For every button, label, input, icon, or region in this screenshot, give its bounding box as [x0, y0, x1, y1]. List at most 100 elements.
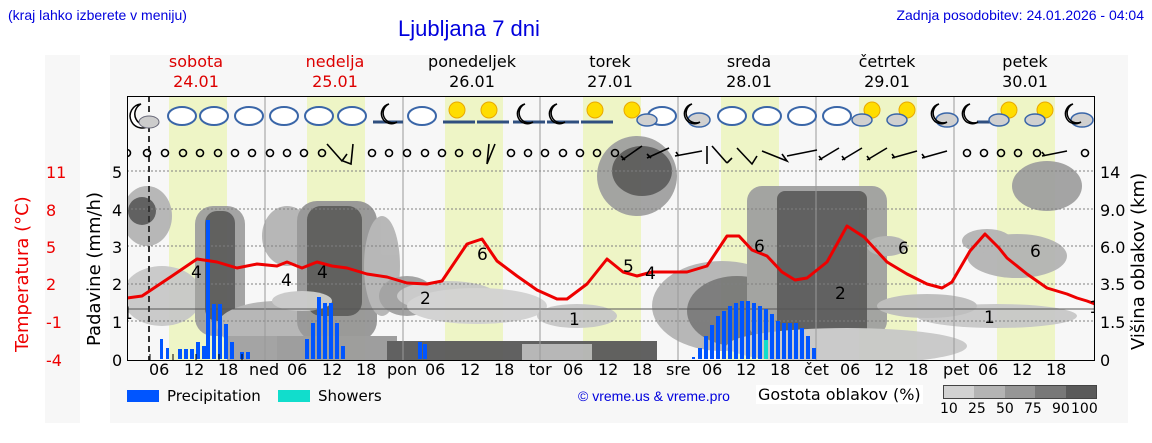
x-tick: pet — [943, 360, 970, 379]
x-tick: 06 — [978, 360, 999, 379]
legend-showers: Showers — [278, 387, 382, 405]
x-tick: 12 — [1012, 360, 1033, 379]
showers-swatch — [278, 390, 310, 402]
legend-precipitation: Precipitation — [127, 387, 261, 405]
x-axis-ticks — [149, 354, 243, 361]
copyright-link[interactable]: © vreme.us & vreme.pro — [578, 388, 730, 404]
day-header-4: sreda 28.01 — [726, 52, 772, 91]
cloud-tick: 1.5 — [1100, 313, 1126, 332]
x-tick: 12 — [184, 360, 205, 379]
x-tick: 18 — [632, 360, 653, 379]
weather-icon-row — [129, 101, 1094, 129]
temp-tick: 8 — [46, 201, 57, 220]
precipitation-swatch — [127, 390, 159, 402]
svg-text:4: 4 — [317, 263, 328, 283]
precip-tick: 2 — [112, 275, 123, 294]
x-tick: 06 — [563, 360, 584, 379]
x-tick: ned — [249, 360, 280, 379]
precip-tick: 5 — [112, 163, 123, 182]
svg-text:6: 6 — [1030, 242, 1041, 262]
x-tick: 06 — [149, 360, 170, 379]
density-tick: 10 — [940, 401, 958, 417]
day-headers: sobota 24.01 nedelja 25.01 ponedeljek 26.01… — [0, 52, 1152, 94]
cloud-density-scale — [943, 385, 1097, 399]
x-tick: 06 — [702, 360, 723, 379]
svg-text:4: 4 — [645, 264, 656, 284]
svg-text:5: 5 — [623, 257, 634, 277]
day-header-6: petek 30.01 — [1002, 52, 1048, 91]
x-tick: 06 — [425, 360, 446, 379]
day-header-3: torek 27.01 — [587, 52, 633, 91]
x-tick: 12 — [874, 360, 895, 379]
page-title: Ljubljana 7 dni — [398, 16, 540, 41]
x-tick: tor — [529, 360, 552, 379]
cloud-density-label: Gostota oblakov (%) — [756, 385, 923, 404]
density-tick: 90 — [1052, 401, 1070, 417]
density-tick: 100 — [1071, 401, 1098, 417]
temp-tick: 11 — [46, 163, 67, 182]
legend-showers-label: Showers — [318, 387, 382, 405]
precip-tick: 4 — [112, 201, 123, 220]
temp-tick: 5 — [46, 238, 57, 257]
svg-text:1: 1 — [1089, 298, 1095, 318]
svg-text:6: 6 — [898, 239, 909, 259]
svg-text:6: 6 — [754, 237, 765, 257]
night-icon — [129, 103, 160, 129]
density-tick: 50 — [996, 401, 1014, 417]
precip-tick: 3 — [112, 238, 123, 257]
svg-text:1: 1 — [127, 304, 133, 324]
forecast-plot: 4 4 4 2 6 1 5 4 6 2 6 1 6 1 1 — [127, 96, 1095, 361]
temperature-line — [127, 224, 1095, 306]
cloud-tick: 3.5 — [1100, 275, 1126, 294]
cloud-height-axis-title: Višina oblakov (km) — [1128, 172, 1149, 350]
precip-tick: 0 — [112, 351, 123, 370]
temp-tick: -4 — [46, 351, 62, 370]
x-tick: 18 — [770, 360, 791, 379]
x-tick: 06 — [840, 360, 861, 379]
temperature-axis-panel — [45, 55, 80, 423]
wind-row — [127, 143, 1090, 166]
x-tick: 18 — [218, 360, 239, 379]
cloud-tick: 9.0 — [1100, 201, 1126, 220]
chart-annotations: 4 4 4 2 6 1 5 4 6 2 6 1 6 1 1 — [127, 237, 1095, 330]
last-update: Zadnja posodobitev: 24.01.2026 - 04:04 — [896, 7, 1144, 23]
cloud-tick: 6.0 — [1100, 238, 1126, 257]
svg-text:2: 2 — [835, 284, 846, 304]
temp-tick: 2 — [46, 275, 57, 294]
temperature-axis-title-wrap: Temperatura (°C) — [8, 170, 48, 370]
x-tick: 06 — [287, 360, 308, 379]
density-tick: 75 — [1024, 401, 1042, 417]
x-tick: 12 — [460, 360, 481, 379]
x-tick: pon — [387, 360, 418, 379]
temperature-axis-title: Temperatura (°C) — [12, 196, 33, 352]
svg-text:4: 4 — [281, 271, 292, 291]
temp-tick: -1 — [46, 313, 62, 332]
day-header-2: ponedeljek 26.01 — [428, 52, 516, 91]
legend-precipitation-label: Precipitation — [167, 387, 261, 405]
x-tick: 18 — [494, 360, 515, 379]
x-tick: 12 — [322, 360, 343, 379]
x-axis-labels: 06 12 18 ned 06 12 18 pon 06 12 18 tor 0… — [127, 360, 1095, 382]
grid-lines — [127, 170, 1095, 322]
day-header-5: četrtek 29.01 — [858, 52, 916, 91]
cloud-tick: 14 — [1100, 163, 1121, 182]
x-tick: čet — [804, 360, 829, 379]
x-tick: 18 — [1046, 360, 1067, 379]
svg-text:2: 2 — [420, 289, 431, 309]
svg-text:1: 1 — [984, 308, 995, 328]
x-tick: 18 — [356, 360, 377, 379]
day-header-0: sobota 24.01 — [168, 52, 224, 91]
day-header-1: nedelja 25.01 — [305, 52, 365, 91]
density-tick: 25 — [968, 401, 986, 417]
region-menu-hint[interactable]: (kraj lahko izberete v meniju) — [8, 7, 187, 23]
svg-text:1: 1 — [569, 310, 580, 330]
day-separators — [264, 96, 955, 361]
x-tick: 12 — [598, 360, 619, 379]
showers-bar — [764, 340, 768, 359]
precip-tick: 1 — [112, 313, 123, 332]
precipitation-axis-title: Padavine (mm/h) — [84, 192, 105, 346]
svg-text:6: 6 — [477, 245, 488, 265]
x-tick: sre — [666, 360, 691, 379]
x-tick: 18 — [908, 360, 929, 379]
cloud-tick: 0 — [1100, 351, 1111, 370]
